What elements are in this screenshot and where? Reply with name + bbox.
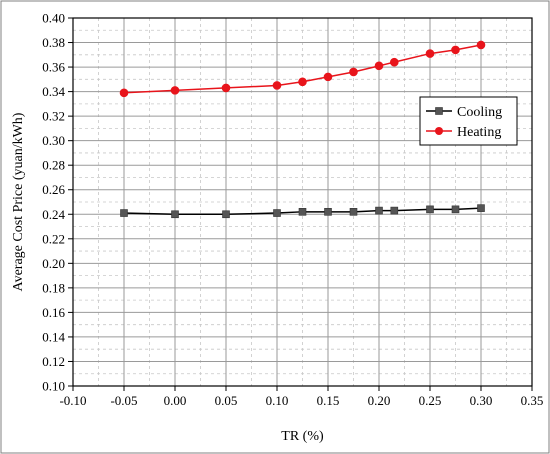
axes: -0.10 -0.05 0.00 0.05 0.10 0.15 0.20 0.25 0.30 0.…	[42, 11, 543, 409]
legend-marker-cooling	[435, 107, 443, 115]
series-line-cooling	[123, 207, 482, 216]
data-point-heating	[323, 72, 333, 82]
x-tick-label: 0.10	[266, 393, 289, 408]
legend: Cooling Heating	[419, 96, 518, 146]
data-point-cooling	[390, 206, 399, 215]
x-tick-label: -0.05	[110, 393, 137, 408]
data-point-cooling	[298, 208, 307, 216]
x-tick-label: 0.05	[215, 393, 238, 408]
data-point-heating	[119, 88, 129, 98]
x-tick-label: -0.10	[59, 393, 86, 408]
y-tick-label: 0.14	[42, 329, 65, 344]
data-point-cooling	[222, 210, 230, 219]
y-tick-label: 0.28	[42, 158, 65, 173]
legend-marker-heating	[435, 127, 443, 135]
y-tick-label: 0.22	[42, 231, 65, 246]
data-point-cooling	[273, 209, 281, 217]
legend-label-heating: Heating	[457, 125, 501, 140]
y-tick-label: 0.16	[42, 305, 65, 320]
x-tick-label: 0.25	[419, 393, 442, 408]
y-tick-label: 0.12	[42, 354, 65, 369]
data-point-cooling	[324, 208, 332, 216]
plot-frame	[72, 17, 533, 387]
data-point-cooling	[349, 208, 358, 216]
data-point-cooling	[171, 210, 179, 219]
data-point-heating	[451, 45, 460, 55]
y-tick-label: 0.26	[42, 182, 65, 197]
data-point-heating	[374, 61, 384, 71]
legend-box	[419, 96, 518, 146]
y-tick-label: 0.24	[42, 207, 65, 222]
data-point-cooling	[451, 205, 460, 214]
x-tick-label: 0.35	[521, 393, 544, 408]
data-point-cooling	[426, 205, 434, 214]
data-point-heating	[221, 83, 231, 93]
data-point-cooling	[477, 204, 485, 212]
y-tick-label: 0.32	[42, 109, 65, 124]
data-point-cooling	[120, 209, 128, 217]
y-tick-label: 0.30	[42, 133, 65, 148]
data-point-heating	[349, 67, 358, 77]
data-point-heating	[170, 86, 180, 95]
x-tick-label: 0.20	[368, 393, 391, 408]
data-point-heating	[425, 49, 435, 58]
x-tick-label: 0.00	[164, 393, 187, 408]
y-tick-label: 0.38	[42, 35, 65, 50]
data-point-cooling	[375, 206, 383, 215]
y-tick-label: 0.34	[42, 84, 65, 99]
data-point-heating	[476, 40, 486, 50]
data-point-heating	[298, 77, 307, 87]
y-axis-title: Average Cost Price (yuan/kWh)	[11, 112, 26, 291]
y-tick-label: 0.20	[42, 256, 65, 271]
data-point-heating	[272, 81, 282, 90]
series-layer	[119, 40, 486, 219]
y-tick-label: 0.10	[42, 379, 65, 394]
data-point-heating	[389, 57, 399, 67]
x-tick-label: 0.30	[470, 393, 493, 408]
y-tick-label: 0.40	[42, 11, 65, 26]
y-tick-label: 0.18	[42, 280, 65, 295]
x-axis-title: TR (%)	[281, 429, 324, 444]
y-tick-label: 0.36	[42, 60, 65, 75]
legend-label-cooling: Cooling	[457, 105, 502, 120]
x-tick-label: 0.15	[317, 393, 340, 408]
